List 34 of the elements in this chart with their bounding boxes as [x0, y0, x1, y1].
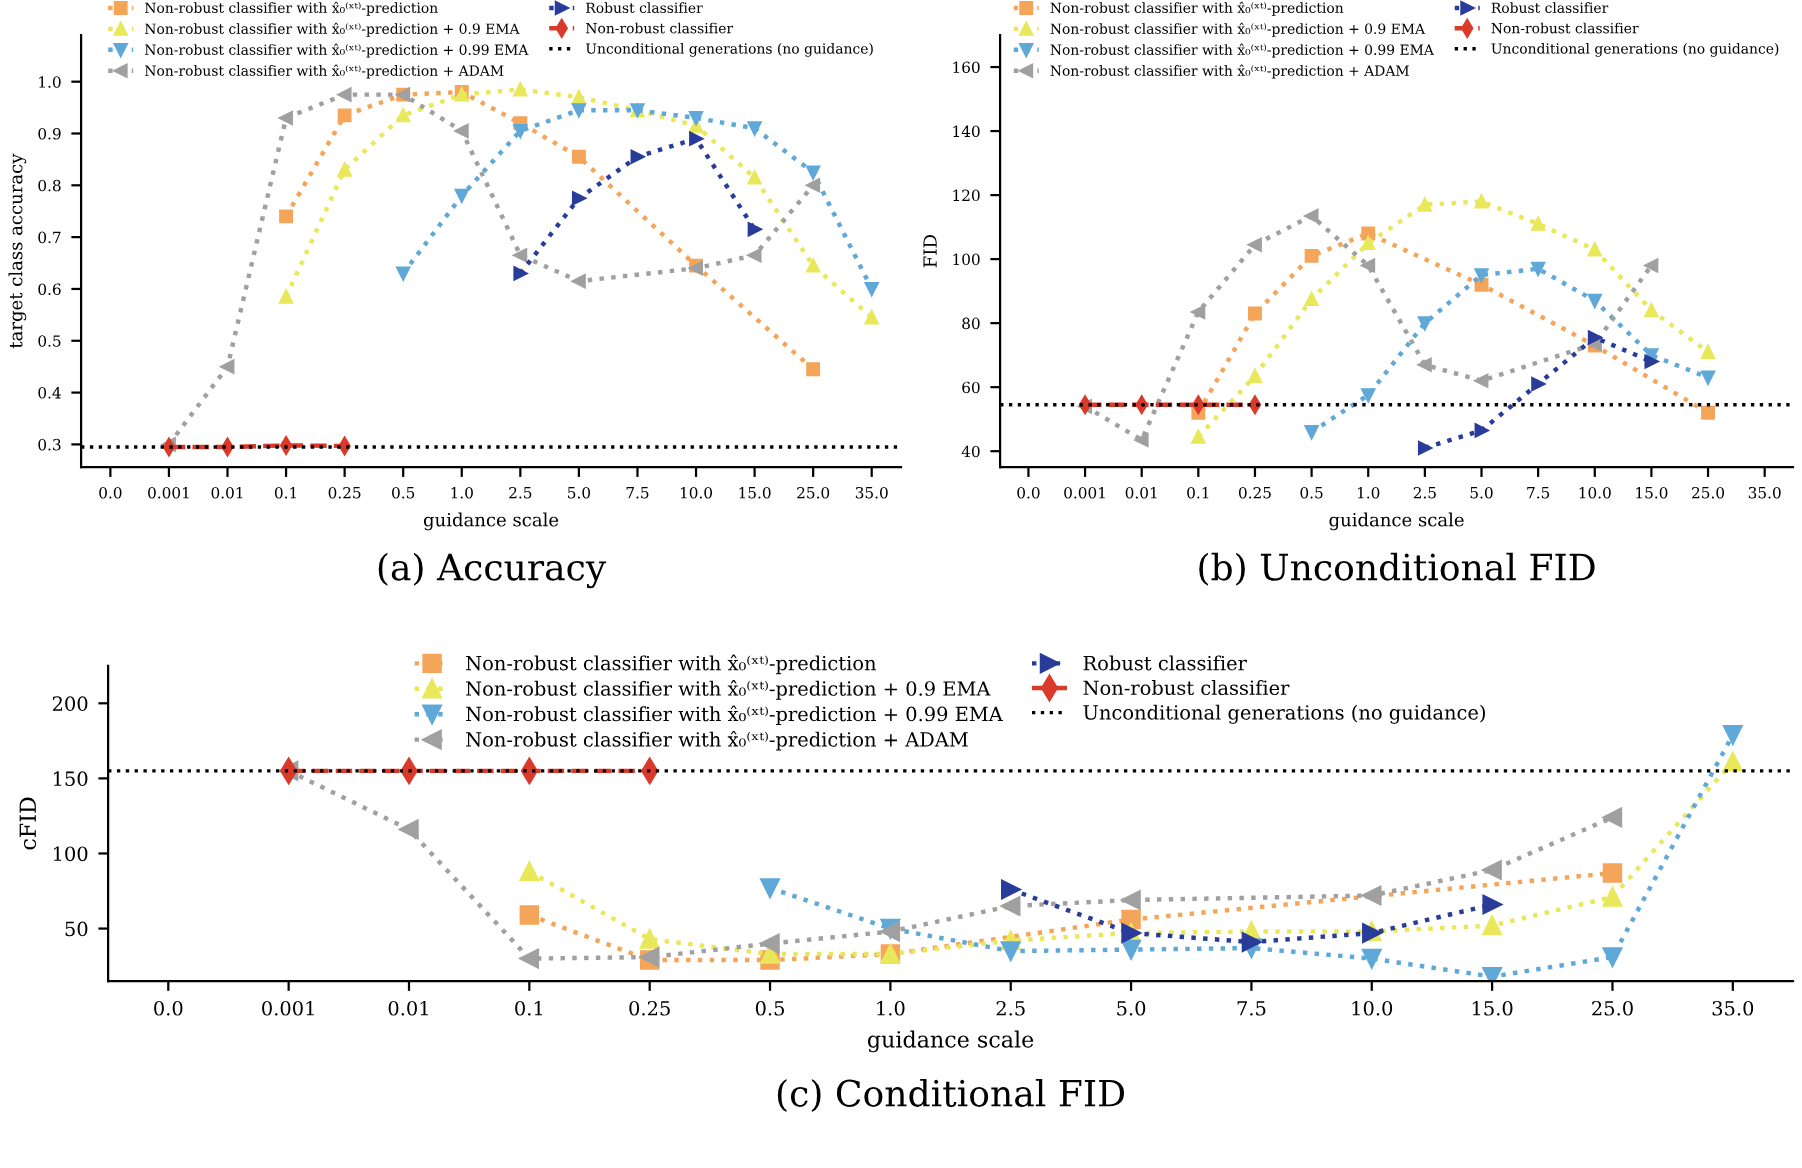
legend-label: Non-robust classifier with x̂₀⁽ˣᵗ⁾-prediction: [466, 654, 876, 675]
y-tick-label: 200: [52, 696, 88, 711]
y-axis-title: cFID: [19, 797, 37, 850]
x-tick-label: 15.0: [1472, 1000, 1513, 1016]
text: (c) Conditional FID: [777, 1078, 1125, 1112]
y-tick-label: 100: [53, 846, 88, 862]
x-tick-label: 0.1: [515, 1000, 543, 1016]
x-tick-label: 0.5: [755, 1000, 784, 1016]
legend-label: Unconditional generations (no guidance): [1083, 704, 1485, 724]
legend-label: Non-robust classifier with x̂₀⁽ˣᵗ⁾-prediction + ADAM: [466, 730, 968, 751]
legend-label: Robust classifier: [1083, 655, 1247, 671]
x-tick-label: 0.0: [154, 1000, 183, 1016]
x-tick-label: 7.5: [1237, 1001, 1266, 1016]
x-tick-label: 0.001: [262, 1000, 314, 1016]
x-tick-label: 2.5: [996, 1000, 1025, 1016]
x-axis-title: guidance scale: [867, 1030, 1034, 1053]
x-tick-label: 25.0: [1592, 1000, 1633, 1016]
x-tick-label: 5.0: [1117, 1000, 1146, 1016]
legend-label: Non-robust classifier with x̂₀⁽ˣᵗ⁾-prediction + 0.9 EMA: [466, 680, 991, 700]
text: (b) Unconditional FID: [1199, 552, 1595, 586]
x-tick-label: 0.25: [629, 1000, 670, 1016]
x-tick-label: 10.0: [1352, 1000, 1393, 1016]
y-tick-label: 150: [53, 771, 88, 787]
x-axis-title: guidance scale: [1329, 512, 1464, 531]
y-axis-title: target class accuracy: [8, 153, 27, 349]
x-tick-label: 0.01: [388, 1000, 428, 1016]
x-tick-label: 35.0: [1712, 1000, 1754, 1016]
y-axis-title: FID: [923, 235, 937, 268]
x-axis-title: guidance scale: [423, 512, 559, 531]
x-tick-label: 1.0: [877, 1000, 905, 1016]
legend-label: Non-robust classifier: [1083, 680, 1290, 696]
y-tick-label: 50: [65, 921, 88, 937]
legend-label: Non-robust classifier with x̂₀⁽ˣᵗ⁾-prediction + 0.99 EMA: [466, 705, 1004, 726]
text: (a) Accuracy: [378, 552, 607, 589]
